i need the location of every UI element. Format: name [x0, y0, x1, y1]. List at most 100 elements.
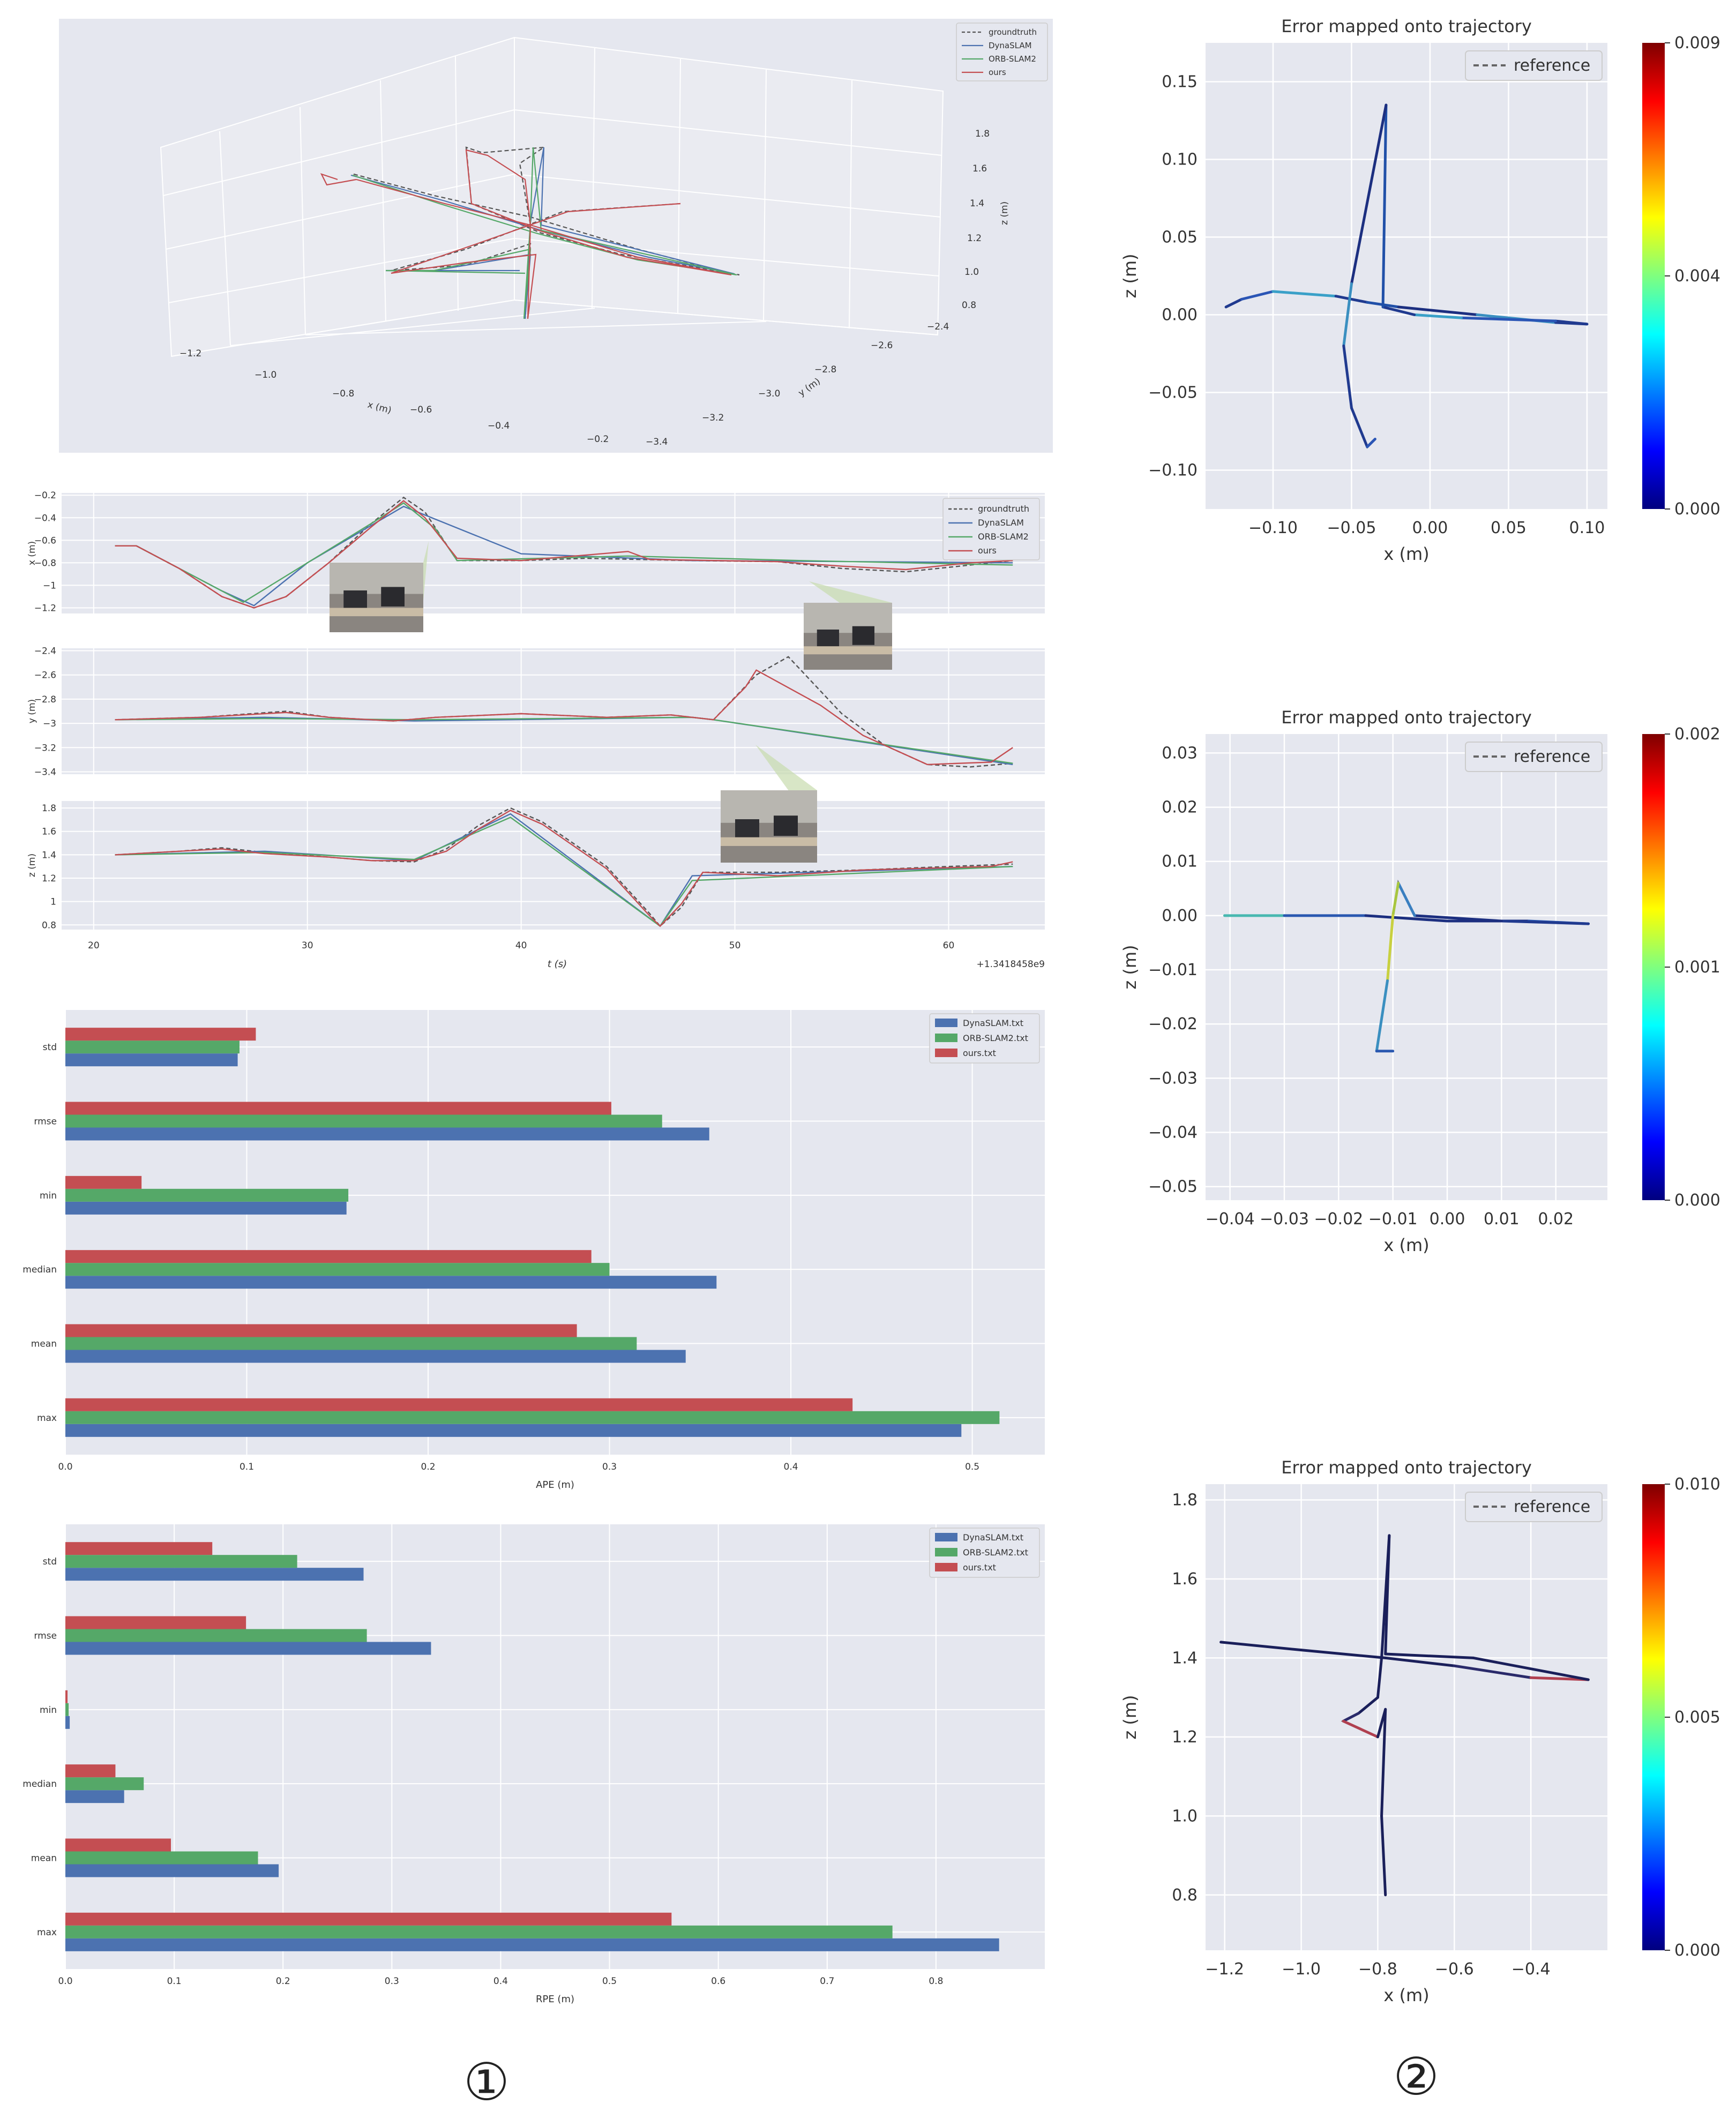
y-tick-label: −0.04 — [1148, 1124, 1198, 1142]
photo-wall — [804, 603, 892, 633]
error-segment — [1460, 316, 1557, 323]
x-tick-label: −0.4 — [488, 421, 510, 431]
y-tick-label: −0.6 — [34, 535, 56, 546]
subplot-area — [62, 493, 1045, 613]
category-label: rmse — [34, 1631, 57, 1642]
colorbar-tick-label: 0.002 — [1674, 725, 1720, 744]
error-segment — [1397, 305, 1479, 316]
x-tick-label: 0.8 — [929, 1976, 943, 1987]
chart-title: Error mapped onto trajectory — [1281, 16, 1532, 36]
legend: reference — [1465, 50, 1603, 81]
legend-entry: ours.txt — [963, 1048, 996, 1058]
y-tick-label: −3.2 — [34, 743, 56, 753]
x-tick-label: 0.7 — [820, 1976, 834, 1987]
legend: groundtruth DynaSLAM ORB-SLAM2 ours — [956, 23, 1048, 81]
category-label: rmse — [34, 1117, 57, 1127]
bar-mean — [65, 1864, 279, 1877]
colorbar-tick-label: 0.010 — [1674, 1475, 1720, 1494]
bar-rmse — [65, 1114, 662, 1128]
bar-median — [65, 1276, 717, 1289]
colorbar-tick-label: 0.004 — [1674, 267, 1720, 286]
plot-area — [1206, 734, 1607, 1200]
x-tick-label: 0.10 — [1569, 519, 1605, 537]
legend-dynaslam: DynaSLAM — [989, 41, 1032, 50]
error-segment — [1453, 1664, 1532, 1679]
legend: DynaSLAM.txt ORB-SLAM2.txt ours.txt — [929, 1013, 1040, 1064]
x-tick-label: 0.0 — [58, 1462, 72, 1472]
x-axis-label: APE (m) — [536, 1479, 574, 1491]
bar-std — [65, 1040, 240, 1054]
bar-min — [65, 1176, 142, 1189]
x-tick-label: −0.02 — [1314, 1210, 1363, 1229]
x-tick-label: 0.2 — [276, 1976, 290, 1987]
offset-text: +1.3418458e9 — [977, 959, 1045, 970]
error-map-2: Error mapped onto trajectory −0.04 −0.03 −0… — [1120, 707, 1720, 1255]
error-segment — [1384, 1652, 1475, 1659]
x-tick-label: −0.8 — [1358, 1960, 1397, 1979]
bar-std — [65, 1568, 364, 1581]
x-tick-label: 60 — [943, 940, 955, 951]
plot-area — [65, 1524, 1045, 1969]
bar-min — [65, 1690, 68, 1703]
y-tick-label: 1.8 — [42, 803, 56, 814]
error-segment — [1364, 914, 1449, 923]
y-tick-label: 0.01 — [1162, 852, 1198, 871]
y-tick-label: −1.2 — [34, 603, 56, 613]
legend-frame — [1465, 50, 1603, 81]
z-tick-label: 0.8 — [962, 300, 976, 311]
x-tick-label: 0.1 — [167, 1976, 182, 1987]
x-tick-label: −1.2 — [179, 348, 201, 359]
x-tick-label: 0.2 — [421, 1462, 436, 1472]
plot-area — [65, 1010, 1045, 1455]
x-tick-label: 0.01 — [1484, 1210, 1520, 1229]
category-label: std — [43, 1556, 57, 1567]
chart-title: Error mapped onto trajectory — [1281, 707, 1532, 728]
y-tick-label: 1.4 — [1172, 1649, 1198, 1667]
legend-entry: reference — [1514, 1498, 1590, 1516]
y-tick-label: −2.4 — [927, 321, 949, 332]
photo-inset — [330, 541, 429, 632]
photo-monitor — [381, 587, 405, 607]
x-tick-label: −1.0 — [255, 370, 276, 380]
bar-std — [65, 1053, 238, 1067]
bar-min — [65, 1716, 70, 1729]
y-tick-label: −3.2 — [702, 413, 724, 423]
error-segment — [1342, 1719, 1379, 1739]
x-tick-label: 20 — [88, 940, 100, 951]
z-tick-label: 1.8 — [975, 129, 990, 139]
error-segment — [1380, 1708, 1387, 1817]
legend-frame — [1465, 1492, 1603, 1522]
x-tick-label: 0.1 — [240, 1462, 254, 1472]
x-tick-label: 0.6 — [711, 1976, 725, 1987]
y-tick-label: 1.6 — [1172, 1570, 1198, 1589]
y-axis-label: z (m) — [1120, 945, 1140, 989]
bar-mean — [65, 1324, 577, 1337]
x-axis-label: t (s) — [548, 959, 567, 970]
error-segment — [1413, 914, 1503, 923]
error-segment — [1300, 1649, 1387, 1659]
subplot-area — [62, 648, 1045, 774]
legend: groundtruth DynaSLAM ORB-SLAM2 ours — [942, 498, 1040, 560]
bar-max — [65, 1938, 999, 1951]
error-segment — [1240, 290, 1275, 301]
category-label: mean — [31, 1853, 57, 1864]
legend-frame — [1465, 742, 1603, 772]
y-axis-label: x (m) — [27, 541, 38, 565]
y-tick-label: 0.00 — [1162, 907, 1198, 925]
legend: DynaSLAM.txt ORB-SLAM2.txt ours.txt — [929, 1528, 1040, 1578]
legend-entry: ORB-SLAM2.txt — [963, 1033, 1028, 1043]
legend: reference — [1465, 742, 1603, 772]
error-segment — [1386, 914, 1395, 982]
error-segment — [1380, 1814, 1387, 1897]
error-segment — [1334, 295, 1369, 304]
x-tick-label: 0.5 — [602, 1976, 617, 1987]
photo-desk — [721, 837, 817, 846]
bar-median — [65, 1777, 144, 1791]
chart-title: Error mapped onto trajectory — [1281, 1457, 1532, 1478]
colorbar-tick-label: 0.000 — [1674, 500, 1720, 519]
y-axis-label: z (m) — [1120, 1695, 1140, 1739]
z-tick-label: 1.0 — [964, 267, 979, 278]
y-tick-label: 1.6 — [42, 827, 56, 837]
x-tick-label: 0.3 — [602, 1462, 617, 1472]
bar-rmse — [65, 1642, 431, 1655]
